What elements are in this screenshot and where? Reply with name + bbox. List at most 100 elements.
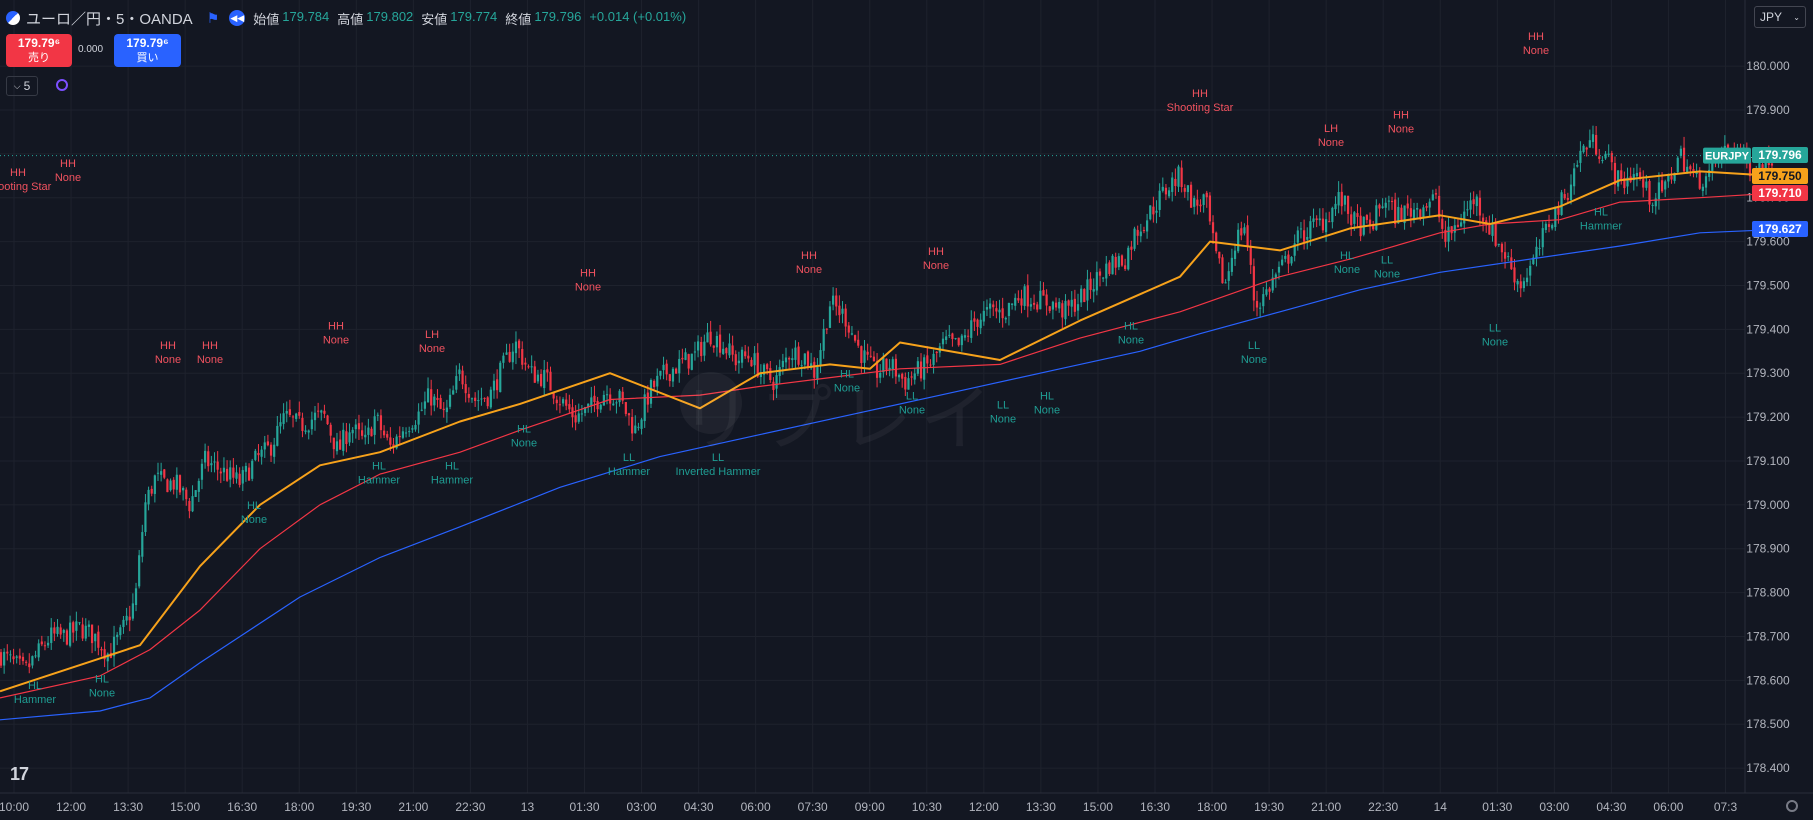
candle-body — [141, 532, 144, 557]
candle-body — [1554, 206, 1557, 228]
candle-body — [1400, 207, 1403, 222]
x-tick-label: 18:00 — [1197, 800, 1227, 814]
sync-icon[interactable] — [56, 79, 68, 91]
pattern-label: Hammer — [608, 466, 651, 478]
candle-body — [1293, 243, 1296, 256]
candle-body — [1051, 301, 1054, 310]
candle-body — [992, 304, 995, 308]
pattern-label: None — [1374, 269, 1400, 281]
candle-body — [1525, 277, 1529, 283]
candle-body — [518, 340, 521, 349]
candle-body — [1460, 222, 1463, 227]
candle-body — [213, 461, 216, 463]
replay-rewind-icon[interactable]: ◀◀ — [229, 10, 246, 26]
candle-body — [803, 353, 806, 365]
pattern-label: None — [923, 260, 949, 272]
candle-body — [951, 333, 954, 340]
candle-body — [222, 467, 226, 473]
candle-body — [1654, 198, 1657, 207]
currency-select[interactable]: JPY ⌄ — [1754, 6, 1806, 28]
candle-body — [1679, 148, 1682, 156]
swing-label: LL — [906, 391, 918, 403]
candle-body — [1171, 177, 1174, 192]
chart-header: ユーロ／円・5・OANDA ⚑ ◀◀ 始値 179.784 高値 179.802 安… — [6, 8, 686, 28]
candle-body — [766, 364, 769, 370]
high-value: 179.802 — [366, 8, 414, 24]
candle-body — [627, 413, 631, 416]
candle-body — [605, 394, 609, 396]
candle-body — [1613, 162, 1617, 185]
sell-button[interactable]: 179.79⁶ 売り — [6, 34, 72, 67]
candle-body — [1350, 214, 1353, 226]
candle-body — [1353, 212, 1356, 224]
candle-body — [1164, 187, 1168, 195]
candle-body — [1403, 205, 1406, 224]
candle-body — [464, 384, 467, 394]
candle-body — [1381, 206, 1384, 208]
candle-body — [232, 467, 235, 478]
candle-body — [317, 410, 320, 412]
candle-body — [1152, 206, 1155, 215]
candle-body — [737, 360, 740, 364]
candle-body — [254, 450, 257, 460]
x-tick-label: 15:00 — [1083, 800, 1113, 814]
settings-gear-icon[interactable] — [1786, 800, 1798, 812]
candle-body — [1271, 277, 1274, 291]
candle-body — [21, 656, 25, 662]
candle-body — [1428, 201, 1431, 208]
y-tick-label: 178.800 — [1746, 586, 1790, 600]
candle-body — [932, 353, 935, 365]
x-tick-label: 01:30 — [1482, 800, 1512, 814]
candle-body — [1299, 228, 1303, 230]
candle-body — [546, 369, 549, 373]
candle-body — [1039, 290, 1042, 310]
candle-body — [844, 308, 847, 327]
candle-body — [1045, 294, 1048, 306]
candle-body — [1695, 171, 1698, 175]
swing-label: HH — [1192, 88, 1208, 100]
candle-body — [18, 655, 21, 659]
candle-body — [40, 641, 43, 645]
candle-body — [894, 358, 897, 377]
candle-body — [1196, 199, 1199, 206]
candle-body — [769, 368, 772, 380]
buy-button[interactable]: 179.79⁶ 買い — [114, 34, 181, 67]
symbol-title[interactable]: ユーロ／円・5・OANDA — [26, 10, 193, 28]
x-tick-label: 03:00 — [1539, 800, 1569, 814]
candle-body — [948, 334, 951, 336]
x-tick-label: 04:30 — [684, 800, 714, 814]
candle-body — [970, 320, 973, 338]
x-tick-label: 22:30 — [455, 800, 485, 814]
candle-body — [1023, 286, 1026, 306]
candle-body — [1770, 163, 1774, 166]
price-tag — [1752, 147, 1808, 163]
y-tick-label: 179.000 — [1746, 498, 1790, 512]
candle-body — [103, 649, 106, 660]
x-tick-label: 13:30 — [113, 800, 143, 814]
swing-label: HL — [1340, 250, 1354, 262]
candle-body — [1218, 251, 1221, 259]
pattern-label: None — [834, 383, 860, 395]
candle-body — [508, 351, 511, 362]
flag-icon[interactable]: ⚑ — [206, 9, 220, 26]
candle-body — [1412, 209, 1416, 219]
candle-body — [1130, 246, 1133, 250]
candle-body — [1591, 134, 1595, 142]
candle-body — [935, 351, 938, 354]
candle-body — [138, 555, 141, 587]
candle-body — [1076, 304, 1080, 311]
candle-body — [191, 496, 194, 512]
candle-body — [1365, 215, 1368, 220]
candle-body — [238, 473, 241, 485]
candle-body — [989, 303, 992, 309]
candle-body — [25, 661, 28, 663]
interval-toggle[interactable]: ⌵ 5 — [6, 76, 38, 96]
candle-body — [1177, 166, 1180, 187]
buy-label: 買い — [136, 52, 159, 64]
candle-body — [1375, 205, 1378, 230]
swing-label: HH — [10, 167, 26, 179]
pattern-label: Shooting Star — [0, 181, 52, 193]
candle-body — [995, 308, 998, 312]
candle-body — [1689, 166, 1692, 170]
